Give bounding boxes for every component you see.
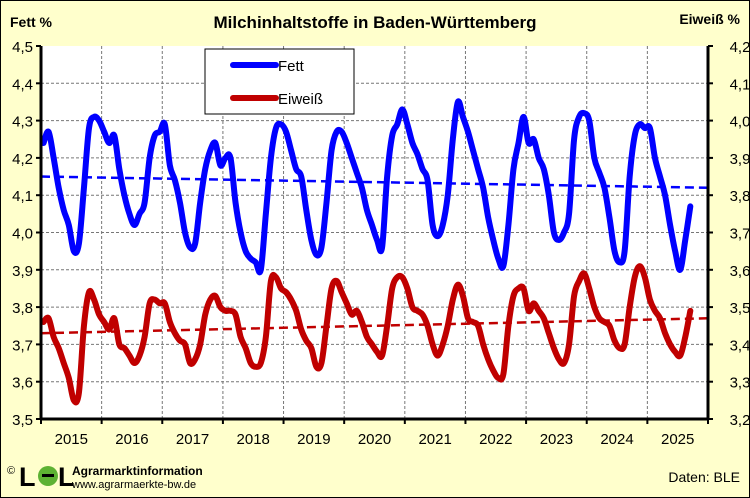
x-tick-label: 2022 <box>479 431 512 448</box>
x-tick-label: 2020 <box>358 431 391 448</box>
x-tick-label: 2024 <box>600 431 633 448</box>
copyright-symbol: © <box>7 465 15 477</box>
left-tick-label: 3,7 <box>12 337 33 354</box>
footer-logo: © L L Agrarmarktinformation www.agrarmae… <box>7 462 203 492</box>
legend-label-fett: Fett <box>278 58 305 75</box>
legend-label-eiweiss: Eiweiß <box>278 91 323 108</box>
x-tick-label: 2017 <box>176 431 209 448</box>
logo-bar <box>42 474 54 477</box>
right-axis-label: Eiweiß % <box>679 11 740 27</box>
right-tick-label: 4,0 <box>730 114 750 131</box>
left-tick-label: 4,1 <box>12 188 33 205</box>
right-tick-label: 3,4 <box>730 337 750 354</box>
left-tick-label: 4,3 <box>12 114 33 131</box>
x-tick-label: 2015 <box>55 431 88 448</box>
x-tick-label: 2023 <box>540 431 573 448</box>
right-tick-label: 3,2 <box>730 412 750 429</box>
right-tick-label: 3,8 <box>730 188 750 205</box>
left-tick-label: 3,8 <box>12 300 33 317</box>
left-tick-label: 3,9 <box>12 263 33 280</box>
data-source: Daten: BLE <box>668 469 740 485</box>
legend: Fett Eiweiß <box>204 48 355 115</box>
right-tick-label: 3,9 <box>730 151 750 168</box>
org-url[interactable]: www.agrarmaerkte-bw.de <box>71 479 196 491</box>
left-tick-label: 3,5 <box>12 412 33 429</box>
left-tick-label: 4,4 <box>12 76 33 93</box>
series-line-fett <box>40 98 694 276</box>
right-tick-label: 3,3 <box>730 375 750 392</box>
logo-letter-l1: L <box>19 462 36 492</box>
right-tick-label: 4,1 <box>730 76 750 93</box>
right-tick-label: 3,6 <box>730 263 750 280</box>
x-tick-label: 2025 <box>661 431 694 448</box>
x-tick-label: 2016 <box>115 431 148 448</box>
series-lines <box>40 98 709 406</box>
org-name: Agrarmarktinformation <box>72 464 203 478</box>
x-tick-label: 2021 <box>418 431 451 448</box>
logo-letter-l2: L <box>58 462 75 492</box>
legend-box <box>204 48 355 115</box>
x-tick-label: 2018 <box>237 431 270 448</box>
left-tick-label: 4,0 <box>12 226 33 243</box>
left-axis-label: Fett % <box>10 14 53 30</box>
right-tick-label: 4,2 <box>730 39 750 56</box>
right-tick-label: 3,5 <box>730 300 750 317</box>
left-tick-label: 4,2 <box>12 151 33 168</box>
chart-title: Milchinhaltstoffe in Baden-Württemberg <box>214 13 537 32</box>
left-tick-label: 4,5 <box>12 39 33 56</box>
left-tick-label: 3,6 <box>12 375 33 392</box>
right-tick-label: 3,7 <box>730 226 750 243</box>
axes: 3,5 3,2 3,6 3,3 3,7 3,4 3,8 3,5 3,9 3,6 4,0 3,7 4,1 3… <box>12 39 750 448</box>
x-tick-label: 2019 <box>297 431 330 448</box>
